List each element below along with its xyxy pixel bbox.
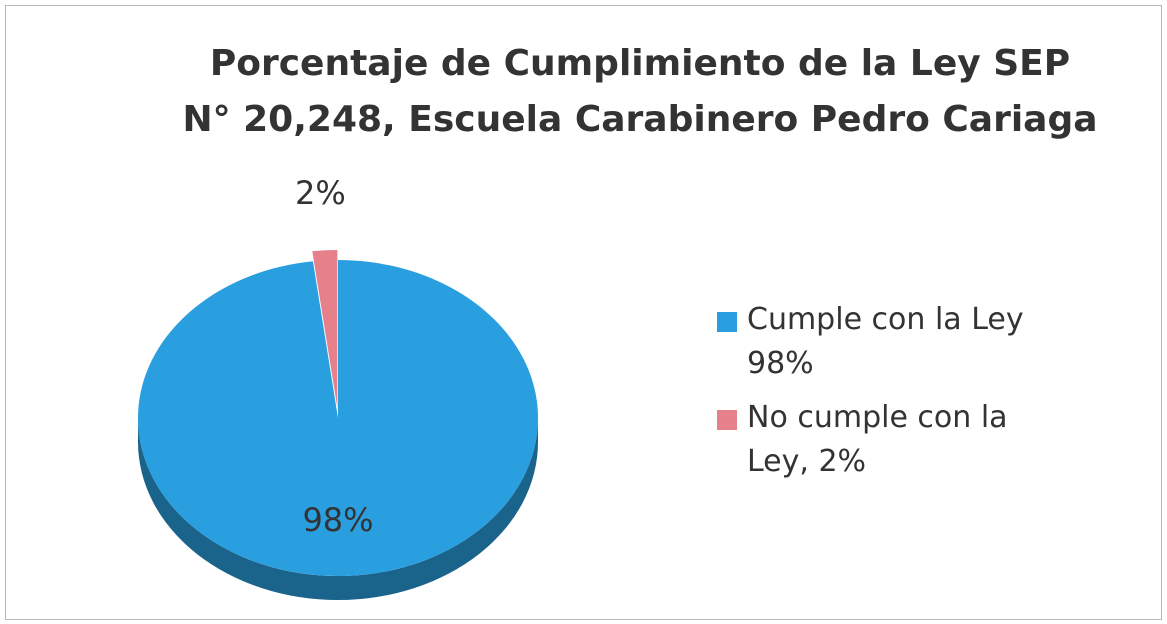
legend-label: No cumple con la Ley, 2%: [747, 400, 1008, 479]
pie-slice: [312, 250, 338, 409]
legend-swatch: [717, 410, 737, 430]
data-label: 2%: [295, 174, 346, 212]
data-label: 98%: [302, 501, 373, 539]
legend-swatch: [717, 312, 737, 332]
chart-frame: [5, 5, 1162, 620]
legend-item: Cumple con la Ley 98%: [717, 298, 1037, 386]
legend-item: No cumple con la Ley, 2%: [717, 396, 1037, 484]
pie-slice: [138, 260, 539, 576]
legend-label: Cumple con la Ley 98%: [747, 302, 1024, 381]
chart-title: Porcentaje de Cumplimiento de la Ley SEP…: [182, 43, 1098, 140]
